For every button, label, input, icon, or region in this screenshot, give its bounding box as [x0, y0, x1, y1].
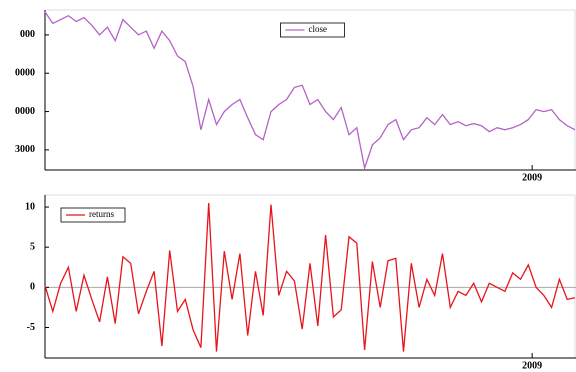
- legend-box: [280, 22, 345, 38]
- legend: close: [280, 22, 345, 38]
- legend-box: [60, 207, 126, 223]
- y-tick-label: 10: [25, 201, 35, 212]
- y-tick-label: 000: [20, 29, 35, 40]
- y-tick-label: 0: [30, 282, 35, 293]
- legend: returns: [60, 207, 126, 223]
- y-tick-label: -5: [27, 322, 35, 333]
- y-tick-label: 5: [30, 241, 35, 252]
- x-tick-label: 2009: [522, 172, 542, 183]
- y-tick-label: 3000: [15, 144, 35, 155]
- legend-label: close: [309, 24, 328, 34]
- legend-label: returns: [89, 209, 114, 219]
- series-line: [44, 202, 576, 352]
- panel: -5 0 5 10 2009 returns: [25, 194, 576, 371]
- x-tick-label: 2009: [522, 360, 542, 371]
- series-line: [44, 11, 576, 171]
- y-tick-label: 0000: [15, 106, 35, 117]
- y-tick-label: 0000: [15, 68, 35, 79]
